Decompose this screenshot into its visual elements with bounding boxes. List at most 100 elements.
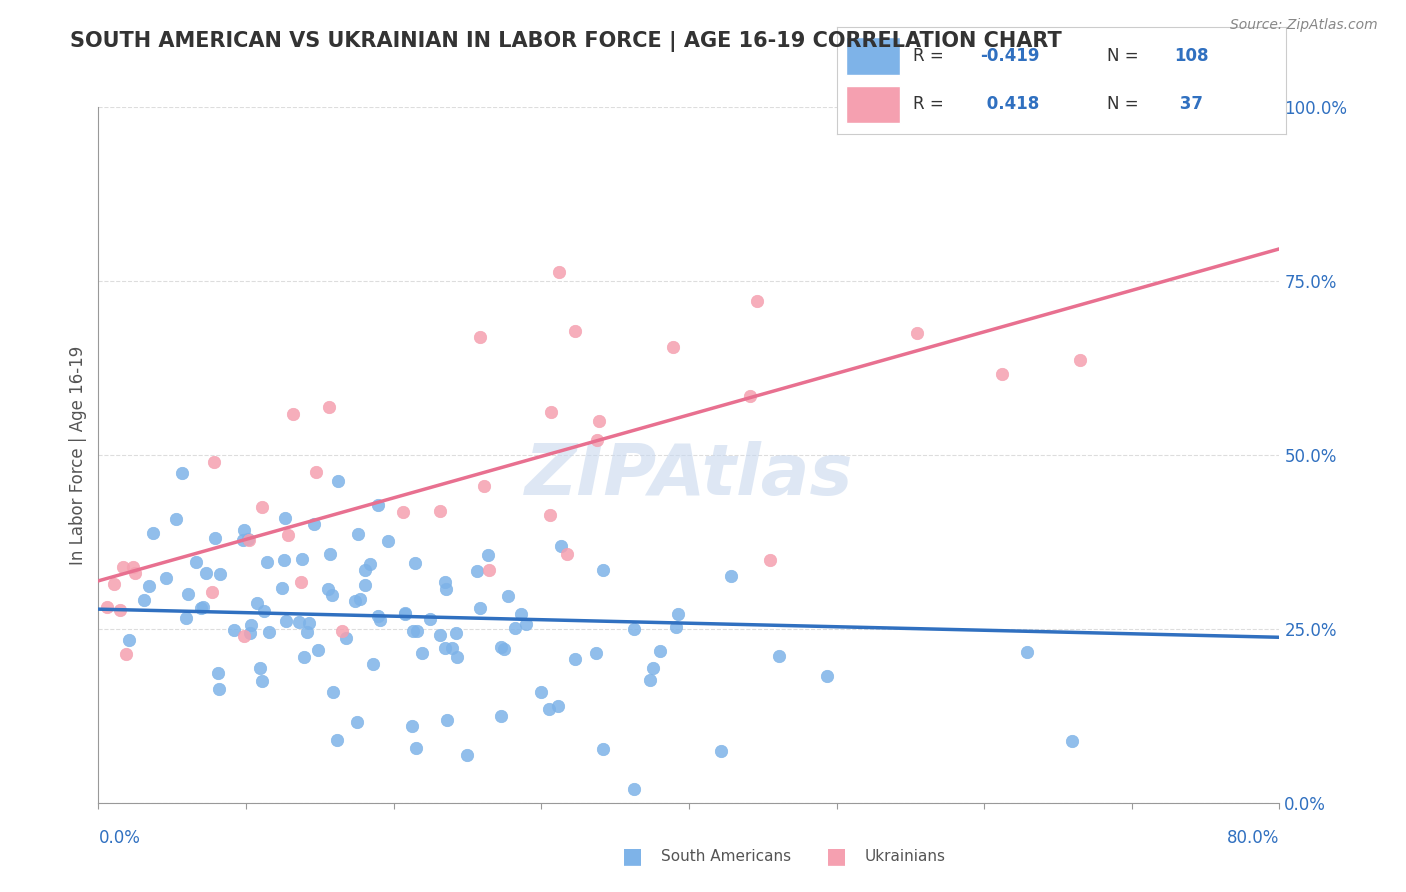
Point bbox=[377, 533, 399, 548]
Text: 108: 108 bbox=[1174, 47, 1209, 65]
Text: South Americans: South Americans bbox=[661, 849, 792, 863]
Y-axis label: In Labor Force | Age 16-19: In Labor Force | Age 16-19 bbox=[69, 345, 87, 565]
FancyBboxPatch shape bbox=[845, 86, 900, 123]
Point bbox=[250, 500, 273, 514]
Point bbox=[238, 533, 260, 548]
Point bbox=[411, 646, 433, 660]
Point bbox=[343, 594, 366, 608]
Point bbox=[249, 661, 271, 675]
Point bbox=[1069, 353, 1091, 368]
Point bbox=[991, 368, 1014, 382]
Point bbox=[394, 607, 416, 622]
Point bbox=[232, 533, 254, 547]
Point bbox=[354, 578, 377, 592]
Text: R =: R = bbox=[912, 95, 949, 113]
Point bbox=[322, 685, 344, 699]
Point bbox=[1017, 645, 1039, 659]
Point bbox=[446, 649, 468, 664]
Point bbox=[405, 740, 427, 755]
Point bbox=[114, 647, 136, 661]
Point bbox=[108, 603, 131, 617]
Point bbox=[307, 643, 329, 657]
Point bbox=[222, 624, 245, 638]
Point bbox=[538, 508, 561, 523]
Point bbox=[174, 611, 197, 625]
Point bbox=[305, 465, 328, 479]
Text: ■: ■ bbox=[623, 847, 643, 866]
Point bbox=[1062, 733, 1084, 747]
FancyBboxPatch shape bbox=[845, 37, 900, 75]
Point bbox=[124, 566, 146, 581]
Point bbox=[436, 713, 458, 727]
Point bbox=[319, 547, 342, 561]
Point bbox=[346, 526, 368, 541]
Point bbox=[204, 531, 226, 545]
Point bbox=[638, 673, 661, 687]
Point bbox=[564, 324, 586, 338]
Text: Ukrainians: Ukrainians bbox=[865, 849, 946, 863]
Point bbox=[643, 661, 665, 675]
Point bbox=[768, 648, 790, 663]
Point bbox=[650, 643, 672, 657]
Point bbox=[745, 293, 768, 308]
Point bbox=[354, 563, 377, 577]
Point bbox=[233, 629, 256, 643]
Point bbox=[367, 609, 389, 624]
Point bbox=[905, 326, 928, 340]
Point bbox=[326, 474, 349, 488]
Point bbox=[434, 574, 457, 589]
Point bbox=[190, 600, 212, 615]
Point bbox=[391, 505, 413, 519]
Point bbox=[252, 604, 274, 618]
Point bbox=[207, 666, 229, 681]
Point bbox=[433, 641, 456, 656]
Point bbox=[491, 640, 513, 655]
Point bbox=[588, 414, 610, 428]
Point bbox=[406, 624, 429, 638]
Text: ■: ■ bbox=[827, 847, 846, 866]
Point bbox=[170, 466, 193, 480]
Text: 0.418: 0.418 bbox=[980, 95, 1039, 113]
Point bbox=[720, 569, 742, 583]
Text: R =: R = bbox=[912, 47, 949, 65]
Text: N =: N = bbox=[1107, 47, 1143, 65]
Point bbox=[434, 582, 457, 596]
Point bbox=[134, 592, 156, 607]
Point bbox=[335, 631, 357, 645]
Text: ZIPAtlas: ZIPAtlas bbox=[524, 442, 853, 510]
Point bbox=[623, 622, 645, 636]
Point bbox=[155, 571, 177, 585]
Point bbox=[710, 744, 733, 758]
Text: 0.0%: 0.0% bbox=[98, 829, 141, 847]
Point bbox=[326, 732, 349, 747]
Point bbox=[505, 622, 527, 636]
Point bbox=[478, 563, 501, 577]
Point bbox=[360, 557, 382, 571]
Point bbox=[318, 400, 340, 414]
Point bbox=[547, 698, 569, 713]
Point bbox=[815, 669, 838, 683]
Point bbox=[111, 559, 134, 574]
Point bbox=[273, 553, 295, 567]
Point bbox=[236, 532, 259, 546]
Point bbox=[592, 563, 614, 577]
Point bbox=[233, 524, 256, 538]
Point bbox=[509, 607, 531, 622]
Point bbox=[349, 591, 371, 606]
Point bbox=[456, 747, 478, 762]
Point bbox=[367, 498, 389, 512]
Point bbox=[472, 479, 495, 493]
Point bbox=[239, 625, 262, 640]
Point bbox=[138, 579, 160, 593]
Text: Source: ZipAtlas.com: Source: ZipAtlas.com bbox=[1230, 18, 1378, 32]
Point bbox=[292, 650, 315, 665]
Point bbox=[274, 511, 297, 525]
Point bbox=[494, 641, 516, 656]
Point bbox=[540, 405, 562, 419]
Point bbox=[429, 504, 451, 518]
Point bbox=[302, 517, 325, 532]
Point bbox=[298, 615, 321, 630]
Point bbox=[666, 607, 689, 622]
Point bbox=[256, 555, 278, 569]
Point bbox=[346, 715, 368, 730]
